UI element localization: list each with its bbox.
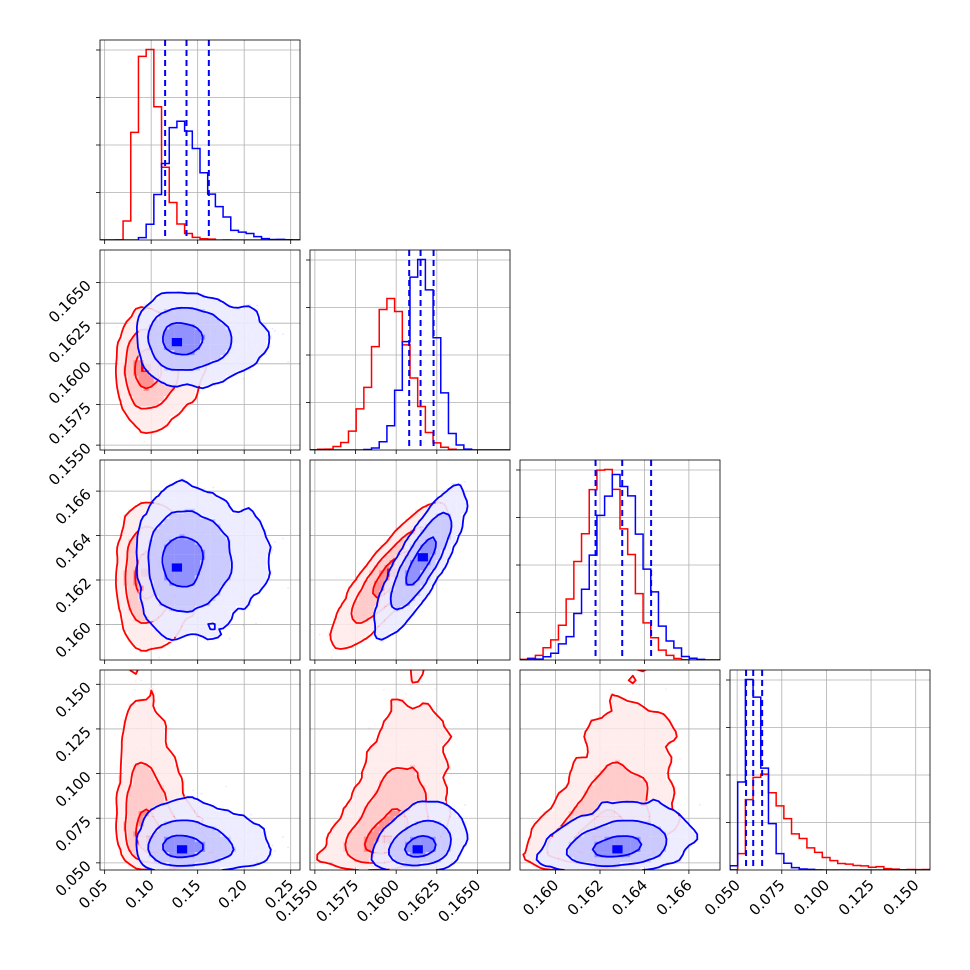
density-peak-series-1 <box>171 563 183 572</box>
histogram-series-1 <box>730 678 930 870</box>
density-peak-series-1 <box>176 845 188 854</box>
contour-series-1 <box>147 819 235 867</box>
contour-series-1 <box>162 834 204 859</box>
y-tick-label: 0.1575 <box>45 399 95 449</box>
histogram-series-1 <box>520 473 720 660</box>
histogram-series-1 <box>310 258 510 450</box>
contour-series-1 <box>136 291 271 390</box>
x-tick-label: 0.20 <box>215 876 251 912</box>
x-tick-label: 0.162 <box>564 876 607 919</box>
panel-0-0 <box>96 39 301 244</box>
x-tick-label: 0.1625 <box>394 876 444 926</box>
density-fill-series-1 <box>404 836 436 858</box>
histogram-series-1 <box>100 120 300 240</box>
y-tick-label: 0.1625 <box>45 317 95 367</box>
x-tick-label: 0.100 <box>790 876 833 919</box>
contour-series-1 <box>162 322 204 356</box>
panel-frame <box>519 669 721 871</box>
x-tick-label: 0.166 <box>653 876 696 919</box>
contour-series-1 <box>405 536 437 586</box>
x-tick-label: 0.150 <box>879 876 922 919</box>
histogram-series-0 <box>100 48 300 240</box>
panel-2-2 <box>516 459 721 664</box>
contour-series-1 <box>403 835 437 858</box>
contour-series-1 <box>161 536 204 588</box>
x-tick-label: 0.075 <box>746 876 789 919</box>
x-tick-label: 0.1650 <box>434 876 484 926</box>
density-fill-series-1 <box>389 821 451 868</box>
density-fill-series-1 <box>389 513 451 612</box>
contour-series-1 <box>147 510 233 613</box>
panel-3-3: 0.050 0.075 0.100 0.125 0.150 <box>701 669 931 919</box>
y-tick-label: 0.1600 <box>45 358 95 408</box>
x-tick-label: 0.15 <box>168 876 204 912</box>
x-tick-label: 0.1600 <box>353 876 403 926</box>
panel-frame <box>99 459 301 661</box>
x-tick-label: 0.160 <box>519 876 562 919</box>
y-tick-label: 0.162 <box>52 574 95 617</box>
panel-frame <box>99 669 301 871</box>
y-tick-label: 0.075 <box>52 812 95 855</box>
density-peak-series-1 <box>171 338 183 347</box>
y-tick-label: 0.1550 <box>45 439 95 489</box>
panel-frame <box>99 39 301 241</box>
y-tick-label: 0.160 <box>52 619 95 662</box>
contour-series-1 <box>135 479 272 641</box>
histogram-series-0 <box>730 773 930 870</box>
density-fill-series-1 <box>164 324 206 356</box>
panel-frame <box>309 669 511 871</box>
y-tick-label: 0.1650 <box>45 277 95 327</box>
contour-series-1 <box>388 819 452 867</box>
x-tick-label: 0.1575 <box>313 876 363 926</box>
density-fill-series-1 <box>164 534 206 586</box>
density-peak-series-1 <box>612 845 623 854</box>
contour-series-1 <box>565 819 668 868</box>
y-tick-label: 0.150 <box>52 678 95 721</box>
contour-series-1 <box>147 306 233 371</box>
y-tick-label: 0.166 <box>52 485 95 528</box>
panel-frame <box>729 669 931 871</box>
panel-frame <box>309 459 511 661</box>
panel-frame <box>99 249 301 451</box>
contour-series-0 <box>522 670 682 870</box>
contour-series-1 <box>535 798 699 870</box>
x-tick-label: 0.050 <box>701 876 744 919</box>
y-tick-label: 0.125 <box>52 723 95 766</box>
panel-frame <box>519 459 721 661</box>
panel-2-1 <box>309 459 511 664</box>
contour-series-1 <box>373 483 469 641</box>
x-tick-label: 0.164 <box>608 876 651 919</box>
x-tick-label: 0.10 <box>122 876 158 912</box>
x-tick-label: 0.125 <box>835 876 878 919</box>
panel-frame <box>309 249 511 451</box>
density-peak-series-1 <box>412 845 423 854</box>
panel-1-1 <box>306 249 511 454</box>
density-fill-series-1 <box>404 539 436 586</box>
y-tick-label: 0.164 <box>52 530 95 573</box>
contour-series-1 <box>370 800 469 870</box>
y-tick-label: 0.100 <box>52 768 95 811</box>
contour-series-1 <box>591 835 643 858</box>
density-peak-series-1 <box>417 553 428 562</box>
panel-3-2: 0.160 0.162 0.164 0.166 <box>519 669 721 919</box>
contour-series-1 <box>389 511 453 611</box>
